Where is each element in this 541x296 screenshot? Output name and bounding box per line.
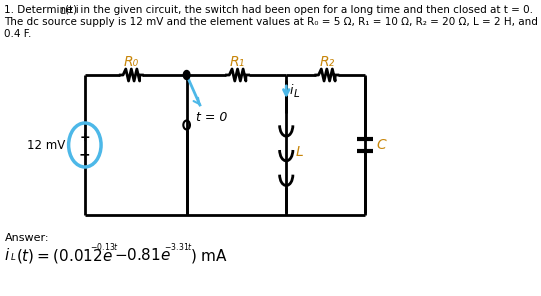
Text: 0.4 F.: 0.4 F. xyxy=(4,29,32,39)
Text: i: i xyxy=(289,83,293,96)
Text: 1. Determine i: 1. Determine i xyxy=(4,5,79,15)
Text: C: C xyxy=(376,138,386,152)
Circle shape xyxy=(183,70,190,80)
Text: +: + xyxy=(80,131,90,144)
Text: (t) in the given circuit, the switch had been open for a long time and then clos: (t) in the given circuit, the switch had… xyxy=(65,5,533,15)
Text: R₀: R₀ xyxy=(124,55,139,69)
Text: $_L$: $_L$ xyxy=(10,250,17,263)
Text: L: L xyxy=(294,89,299,99)
Text: 12 mV: 12 mV xyxy=(28,139,65,152)
Text: t = 0: t = 0 xyxy=(195,110,227,123)
Text: $^{-0.13t}$: $^{-0.13t}$ xyxy=(90,243,119,253)
Text: L: L xyxy=(296,145,304,159)
Text: Answer:: Answer: xyxy=(4,233,49,243)
Text: R₁: R₁ xyxy=(230,55,245,69)
Text: $^{-3.31t}$: $^{-3.31t}$ xyxy=(164,243,193,253)
Text: $(t) = (0.012e$: $(t) = (0.012e$ xyxy=(16,247,113,265)
Text: L: L xyxy=(61,7,65,16)
Text: R₂: R₂ xyxy=(319,55,334,69)
Text: The dc source supply is 12 mV and the element values at R₀ = 5 Ω, R₁ = 10 Ω, R₂ : The dc source supply is 12 mV and the el… xyxy=(4,17,541,27)
Text: $i$: $i$ xyxy=(4,247,11,263)
Text: −: − xyxy=(79,147,91,161)
Text: $) \ \mathrm{mA}$: $) \ \mathrm{mA}$ xyxy=(190,247,228,265)
Text: $ - 0.81e$: $ - 0.81e$ xyxy=(114,247,170,263)
